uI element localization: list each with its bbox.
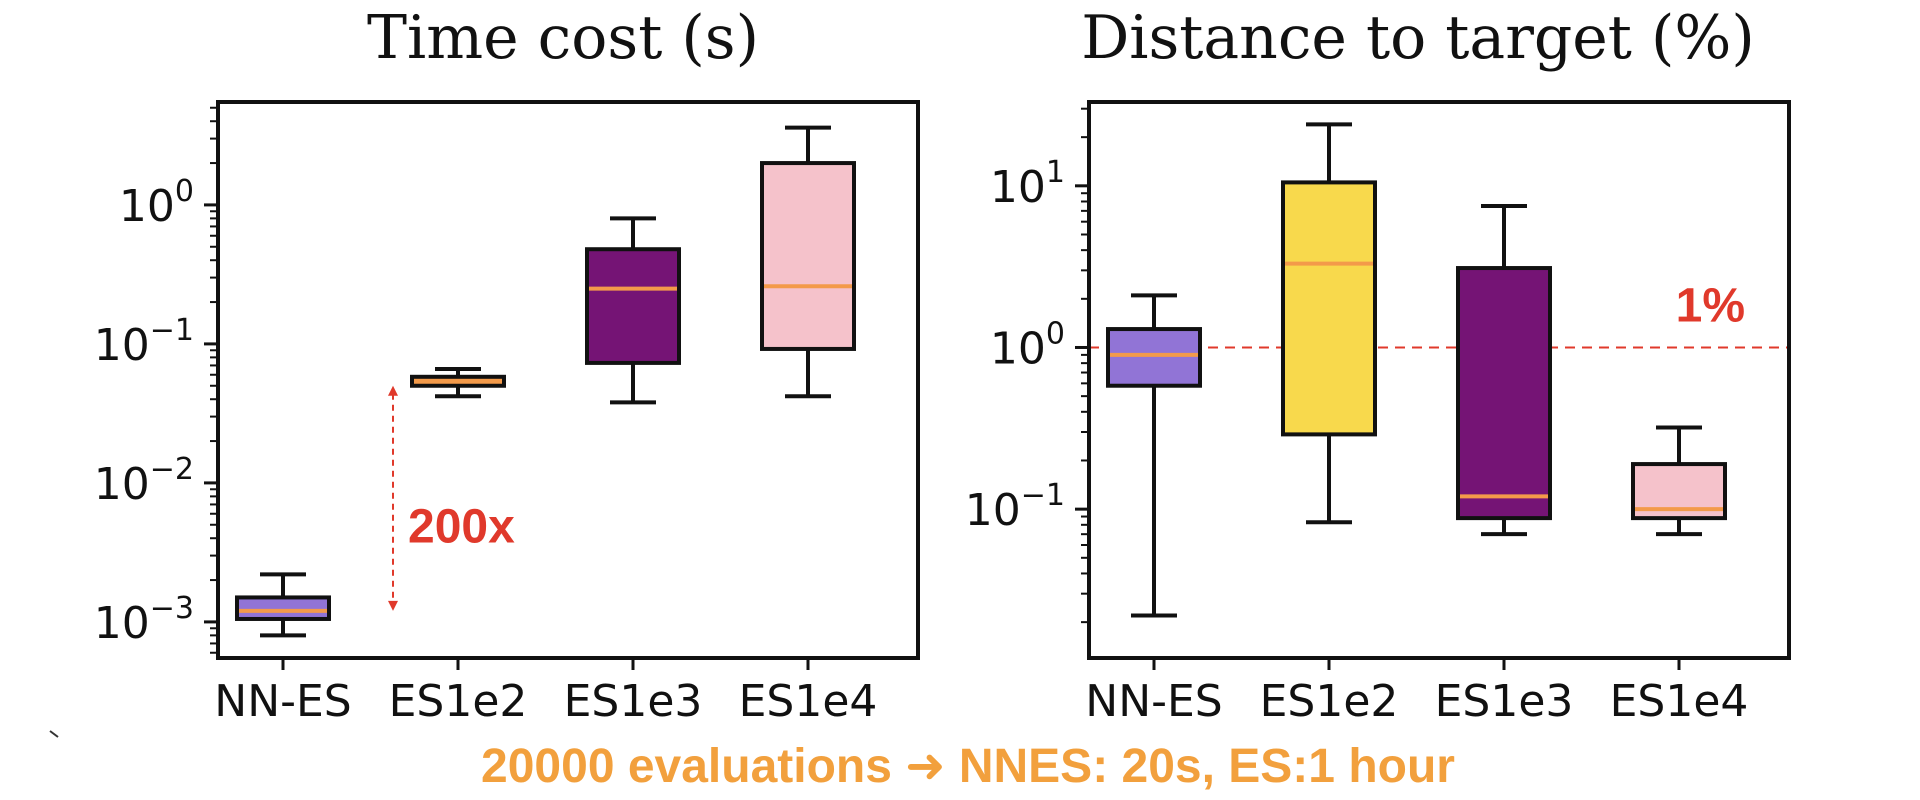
- time-cost-x-tick-label: NN-ES: [214, 676, 351, 727]
- distance-x-tick-label: ES1e4: [1610, 676, 1749, 727]
- time-cost-chart: Time cost (s) 10−3 10−2 10−1 100 NN-ES ES1e2…: [94, 3, 920, 727]
- speedup-annotation: 200x: [388, 385, 515, 611]
- distance-plot-frame: [1087, 100, 1791, 660]
- one-percent-label: 1%: [1676, 279, 1745, 332]
- speedup-arrow-head-down: [388, 600, 398, 611]
- time-cost-y-tick-label: 10−1: [94, 313, 194, 371]
- distance-title: Distance to target (%): [1081, 3, 1755, 73]
- time-cost-es1e3-box: [585, 247, 681, 365]
- time-cost-plot-frame: [216, 100, 920, 660]
- distance-x-tick-label: NN-ES: [1085, 676, 1222, 727]
- time-cost-x-axis: NN-ES ES1e2 ES1e3 ES1e4: [214, 658, 877, 727]
- time-cost-nn-es-box: [235, 595, 331, 621]
- speedup-label: 200x: [408, 500, 515, 553]
- distance-nn-es-box: [1106, 327, 1202, 388]
- distance-y-tick-label: 100: [990, 316, 1065, 374]
- distance-x-tick-label: ES1e2: [1260, 676, 1399, 727]
- time-cost-y-tick-label: 10−3: [94, 591, 194, 649]
- distance-boxes: [1106, 122, 1727, 618]
- distance-es1e3-box: [1456, 266, 1552, 521]
- distance-y-axis: 10−1 100 101: [965, 107, 1089, 624]
- time-cost-y-axis: 10−3 10−2 10−1 100: [94, 106, 218, 654]
- distance-chart: Distance to target (%) 10−1 100 101 1% NN-…: [965, 3, 1791, 727]
- distance-es1e2-box: [1281, 180, 1377, 437]
- footer-caption: 20000 evaluations ➜ NNES: 20s, ES:1 hour: [481, 740, 1455, 793]
- speedup-arrow-head-up: [388, 385, 398, 396]
- time-cost-x-tick-label: ES1e2: [389, 676, 528, 727]
- time-cost-title: Time cost (s): [367, 3, 759, 73]
- distance-y-tick-label: 10−1: [965, 478, 1065, 536]
- time-cost-y-tick-label: 100: [119, 174, 194, 232]
- time-cost-x-tick-label: ES1e3: [564, 676, 703, 727]
- distance-x-axis: NN-ES ES1e2 ES1e3 ES1e4: [1085, 658, 1748, 727]
- distance-y-tick-label: 101: [990, 155, 1065, 213]
- time-cost-boxes: [235, 125, 856, 638]
- distance-x-tick-label: ES1e3: [1435, 676, 1574, 727]
- stray-mark: [49, 730, 59, 738]
- time-cost-x-tick-label: ES1e4: [739, 676, 878, 727]
- time-cost-es1e4-box: [760, 161, 856, 351]
- distance-reference-line: 1%: [1089, 279, 1789, 349]
- time-cost-y-tick-label: 10−2: [94, 452, 194, 510]
